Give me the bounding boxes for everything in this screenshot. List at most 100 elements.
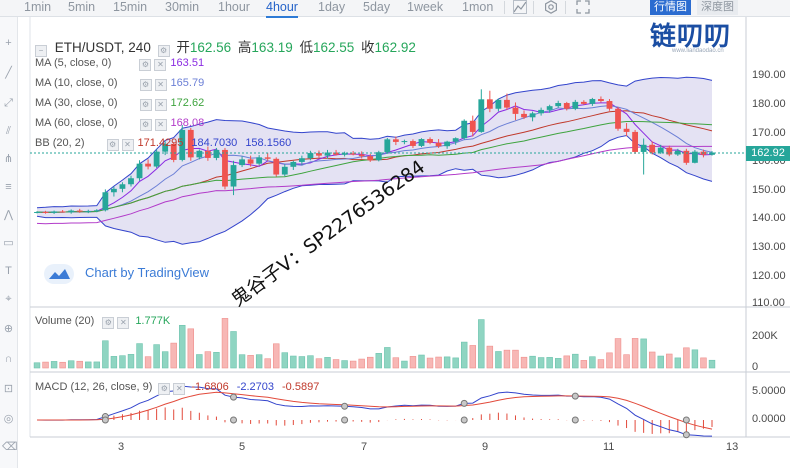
measure-tool-icon[interactable]: ⌖ (5, 293, 12, 305)
ma5-remove-icon[interactable]: ✕ (154, 59, 167, 71)
macd-signal-line (37, 391, 713, 430)
timeframe-1min[interactable]: 1min (24, 0, 52, 14)
fullscreen-icon[interactable] (575, 0, 591, 15)
candle-body (478, 99, 485, 132)
macd-axis-label: 0.0000 (752, 413, 786, 425)
ma10-settings-icon[interactable]: ⚙ (139, 79, 152, 91)
volume-bar (264, 358, 271, 369)
zoom-tool-icon[interactable]: ⊕ (3, 323, 14, 335)
macd-remove-icon[interactable]: ✕ (173, 383, 186, 395)
volume-bar (640, 338, 647, 369)
candle-body (529, 113, 536, 118)
ma60-remove-icon[interactable]: ✕ (154, 119, 167, 131)
ma10-value: 165.79 (170, 77, 205, 89)
volume-bar (648, 351, 656, 369)
volume-bar (196, 354, 203, 369)
tradingview-logo-icon (44, 264, 74, 284)
macd-cross-marker (460, 399, 468, 407)
high-label: 高 (237, 40, 252, 55)
chart-style-icon[interactable] (512, 0, 528, 15)
symbol-interval: 240 (128, 40, 151, 55)
ma5-settings-icon[interactable]: ⚙ (139, 59, 152, 71)
symbol-settings-icon[interactable]: ⚙ (157, 45, 170, 57)
bb-remove-icon[interactable]: ✕ (121, 139, 134, 151)
macd-settings-icon[interactable]: ⚙ (158, 383, 171, 395)
tradingview-attribution[interactable]: Chart by TradingView (85, 265, 210, 280)
visibility-tool-icon[interactable]: ◎ (3, 413, 14, 425)
timeframe-1day[interactable]: 1day (318, 0, 346, 14)
lock-tool-icon[interactable]: ⊡ (3, 383, 14, 395)
volume-bar (136, 343, 143, 369)
timeframe-1hour[interactable]: 1hour (218, 0, 250, 14)
ma60-settings-icon[interactable]: ⚙ (139, 119, 152, 131)
tab-depth-chart[interactable]: 深度图 (697, 0, 738, 15)
ray-tool-icon[interactable]: ⤢ (4, 97, 13, 109)
volume-bar (554, 358, 562, 369)
shapes-tool-icon[interactable]: ▭ (3, 237, 14, 249)
timeframe-5day[interactable]: 5day (363, 0, 391, 14)
ma30-settings-icon[interactable]: ⚙ (139, 99, 152, 111)
macd-label: MACD (12, 26, close, 9) (35, 381, 153, 393)
candle-body (546, 106, 553, 110)
channel-tool-icon[interactable]: ⫽ (6, 125, 11, 137)
open-value: 162.56 (189, 40, 232, 55)
volume-bar (478, 319, 485, 369)
volume-bar (76, 360, 83, 369)
volume-bar (367, 356, 374, 369)
volume-remove-icon[interactable]: ✕ (117, 317, 130, 329)
y-axis-label: 120.00 (752, 270, 786, 282)
text-tool-icon[interactable]: T (5, 265, 12, 277)
volume-bar (657, 355, 664, 369)
volume-bar (503, 349, 511, 369)
volume-bar (93, 361, 101, 369)
crosshair-tool-icon[interactable]: + (5, 37, 12, 49)
volume-bar (161, 351, 169, 369)
volume-bar (332, 359, 340, 369)
candle-body (666, 147, 673, 155)
candle-body (486, 99, 493, 109)
magnet-tool-icon[interactable]: ∩ (4, 353, 13, 365)
candle-body (657, 147, 664, 153)
y-axis-label: 170.00 (752, 127, 786, 139)
candle-body (170, 143, 177, 160)
candle-body (68, 210, 75, 213)
volume-settings-icon[interactable]: ⚙ (102, 317, 115, 329)
delete-tool-icon[interactable]: ⌫ (2, 441, 18, 453)
ma60-value: 168.08 (170, 117, 205, 129)
candle-body (392, 139, 399, 142)
volume-bar (461, 341, 468, 369)
volume-bar (42, 361, 49, 369)
timeframe-4hour[interactable]: 4hour (266, 0, 298, 18)
ma60-line (36, 145, 712, 225)
x-axis-label: 9 (482, 441, 489, 453)
timeframe-1mon[interactable]: 1mon (462, 0, 494, 14)
candle-body (598, 99, 604, 102)
fibonacci-tool-icon[interactable]: ≡ (5, 181, 12, 193)
ma30-remove-icon[interactable]: ✕ (154, 99, 167, 111)
volume-bar (495, 351, 502, 369)
y-axis-label: 110.00 (752, 297, 785, 309)
volume-bar (179, 324, 186, 369)
macd-cross-marker (341, 402, 349, 410)
timeframe-5min[interactable]: 5min (68, 0, 96, 14)
symbol-pair: ETH/USDT (54, 40, 121, 55)
pattern-tool-icon[interactable]: ⋀ (3, 209, 14, 221)
volume-bar (409, 356, 417, 369)
trendline-tool-icon[interactable]: ╱ (5, 67, 12, 79)
timeframe-1week[interactable]: 1week (407, 0, 444, 14)
candle-body (76, 210, 83, 212)
timeframe-15min[interactable]: 15min (113, 0, 148, 14)
candle-body (333, 152, 339, 155)
ma10-remove-icon[interactable]: ✕ (154, 79, 167, 91)
volume-bar (443, 356, 451, 369)
volume-bar (358, 358, 365, 369)
bb-settings-icon[interactable]: ⚙ (106, 139, 119, 151)
timeframe-30min[interactable]: 30min (165, 0, 200, 14)
tab-market-chart[interactable]: 行情图 (650, 0, 691, 15)
pitchfork-tool-icon[interactable]: ⋔ (3, 153, 14, 165)
macd-histogram (45, 407, 713, 434)
settings-icon[interactable] (543, 0, 559, 15)
collapse-icon[interactable]: − (35, 45, 47, 57)
current-price-tag: 162.92 (746, 146, 790, 161)
